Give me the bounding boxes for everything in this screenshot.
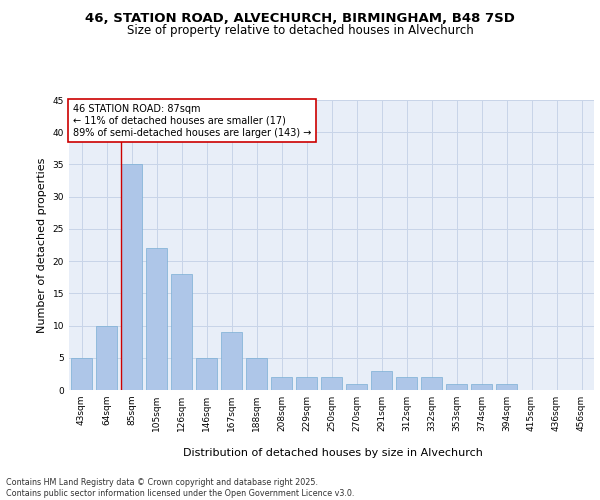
- Text: 46 STATION ROAD: 87sqm
← 11% of detached houses are smaller (17)
89% of semi-det: 46 STATION ROAD: 87sqm ← 11% of detached…: [73, 104, 311, 138]
- Text: Distribution of detached houses by size in Alvechurch: Distribution of detached houses by size …: [183, 448, 483, 458]
- Text: Size of property relative to detached houses in Alvechurch: Size of property relative to detached ho…: [127, 24, 473, 37]
- Bar: [146, 248, 167, 390]
- Bar: [396, 377, 417, 390]
- Bar: [496, 384, 517, 390]
- Bar: [246, 358, 267, 390]
- Bar: [121, 164, 142, 390]
- Bar: [446, 384, 467, 390]
- Y-axis label: Number of detached properties: Number of detached properties: [37, 158, 47, 332]
- Bar: [71, 358, 92, 390]
- Bar: [196, 358, 217, 390]
- Bar: [421, 377, 442, 390]
- Bar: [171, 274, 192, 390]
- Text: 46, STATION ROAD, ALVECHURCH, BIRMINGHAM, B48 7SD: 46, STATION ROAD, ALVECHURCH, BIRMINGHAM…: [85, 12, 515, 26]
- Bar: [346, 384, 367, 390]
- Bar: [371, 370, 392, 390]
- Bar: [96, 326, 117, 390]
- Bar: [321, 377, 342, 390]
- Text: Contains HM Land Registry data © Crown copyright and database right 2025.
Contai: Contains HM Land Registry data © Crown c…: [6, 478, 355, 498]
- Bar: [221, 332, 242, 390]
- Bar: [271, 377, 292, 390]
- Bar: [471, 384, 492, 390]
- Bar: [296, 377, 317, 390]
